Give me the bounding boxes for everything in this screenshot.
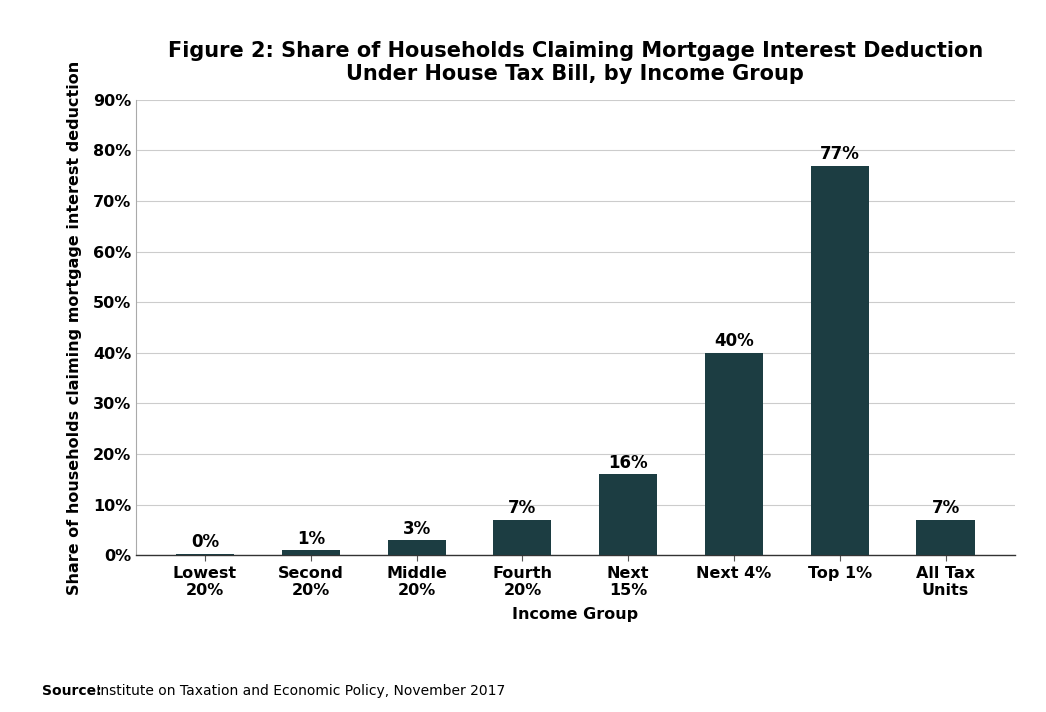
- Text: 3%: 3%: [403, 520, 431, 538]
- Y-axis label: Share of households claiming mortgage interest deduction: Share of households claiming mortgage in…: [67, 61, 82, 595]
- Bar: [811, 165, 869, 555]
- Text: 0%: 0%: [191, 533, 219, 551]
- Bar: [281, 550, 340, 555]
- X-axis label: Income Group: Income Group: [513, 607, 638, 622]
- Text: 40%: 40%: [714, 333, 754, 350]
- Bar: [494, 520, 551, 555]
- Text: 7%: 7%: [508, 499, 537, 518]
- Text: Institute on Taxation and Economic Policy, November 2017: Institute on Taxation and Economic Polic…: [92, 684, 505, 698]
- Text: 16%: 16%: [609, 454, 649, 472]
- Bar: [387, 540, 446, 555]
- Bar: [705, 353, 764, 555]
- Bar: [176, 554, 234, 555]
- Bar: [599, 474, 657, 555]
- Text: 7%: 7%: [931, 499, 960, 518]
- Bar: [916, 520, 975, 555]
- Text: Source:: Source:: [42, 684, 101, 698]
- Text: 1%: 1%: [297, 530, 325, 548]
- Text: 77%: 77%: [820, 145, 860, 163]
- Title: Figure 2: Share of Households Claiming Mortgage Interest Deduction
Under House T: Figure 2: Share of Households Claiming M…: [167, 41, 983, 84]
